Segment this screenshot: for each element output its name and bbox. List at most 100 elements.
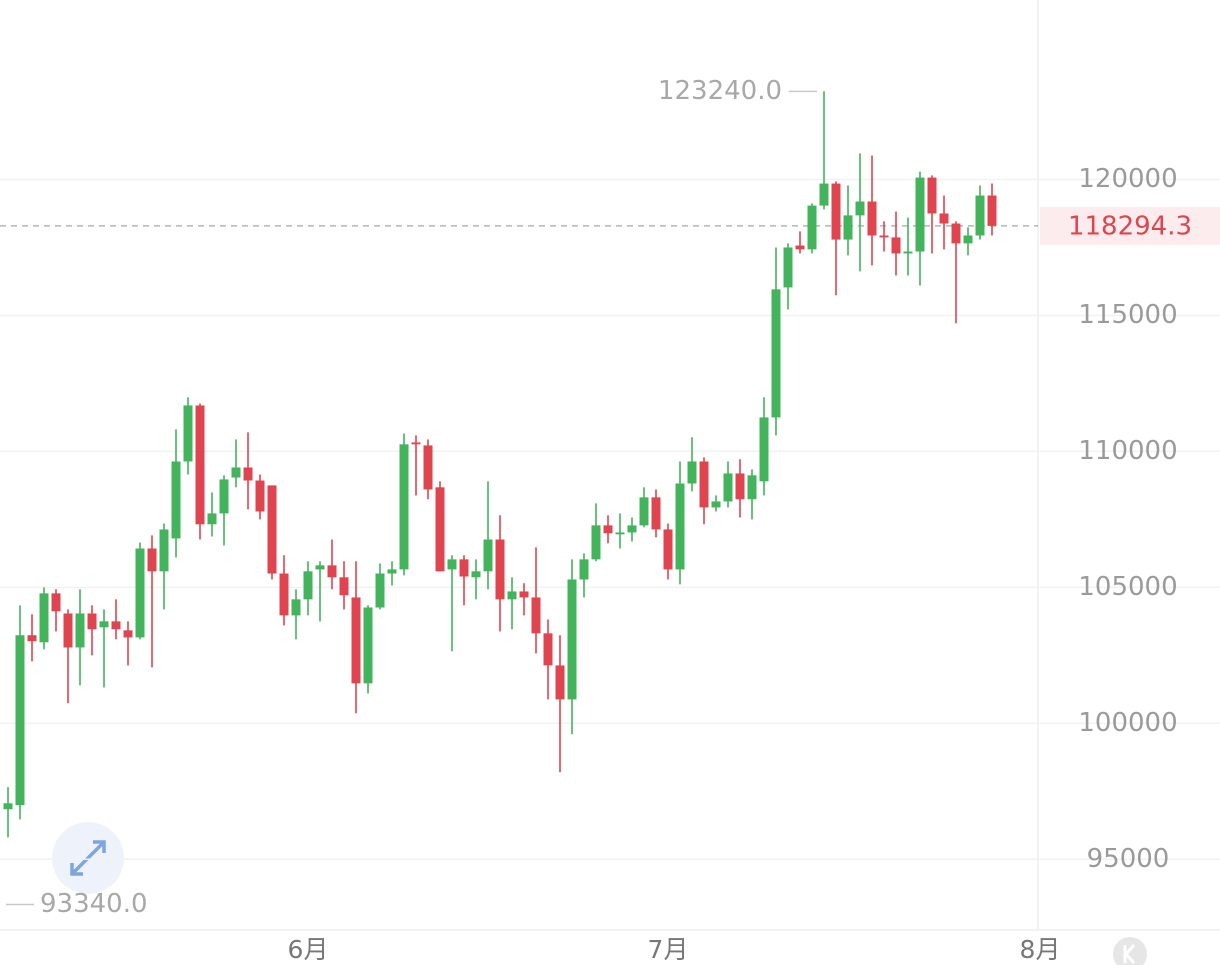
last-price-label: 118294.3 [1068, 211, 1192, 241]
candle-body [891, 237, 901, 254]
y-tick-label: 120000 [1078, 164, 1177, 194]
x-tick-label: 6月 [288, 935, 329, 964]
candle-body [627, 525, 637, 533]
candle-body [651, 497, 661, 530]
candle-body [399, 444, 409, 570]
candle-body [639, 497, 649, 526]
expand-button[interactable] [52, 822, 124, 894]
candle-body [699, 461, 709, 508]
candle-body [975, 195, 985, 236]
expand-icon [70, 840, 106, 876]
candle-body [243, 467, 253, 481]
candle-body [831, 183, 841, 240]
candle-body [291, 599, 301, 616]
x-tick-label: 7月 [648, 935, 689, 964]
candle-body [663, 529, 673, 570]
candle-body [231, 467, 241, 478]
candle-body [99, 621, 109, 628]
candle-body [531, 597, 541, 634]
candle-body [711, 501, 721, 508]
y-tick-label: 115000 [1078, 300, 1177, 330]
candle-body [903, 251, 913, 254]
candle-body [495, 539, 505, 600]
candle-body [3, 803, 13, 810]
candle-body [195, 405, 205, 525]
candle-body [351, 597, 361, 684]
candle-body [795, 245, 805, 250]
candle-body [363, 607, 373, 684]
candle-body [51, 593, 61, 612]
candle-body [219, 479, 229, 514]
candle-body [675, 483, 685, 570]
candle-body [75, 613, 85, 648]
candle-body [423, 445, 433, 490]
k-button[interactable] [1113, 937, 1147, 965]
candle-body [735, 473, 745, 500]
candle-body [747, 475, 757, 500]
y-tick-label: 100000 [1078, 708, 1177, 738]
candle-body [555, 665, 565, 700]
candle-body [939, 213, 949, 224]
candle-body [123, 630, 133, 638]
min-label: 93340.0 [40, 889, 148, 919]
candle-body [519, 591, 529, 598]
candle-body [279, 573, 289, 616]
max-label: 123240.0 [658, 76, 782, 106]
candle-body [615, 532, 625, 535]
candle-body [855, 201, 865, 216]
candle-body [723, 473, 733, 502]
candle-body [339, 577, 349, 596]
candle-body [483, 539, 493, 572]
candle-body [87, 613, 97, 630]
candle-body [963, 235, 973, 244]
candle-body [111, 621, 121, 630]
candle-body [411, 442, 421, 445]
candle-body [603, 525, 613, 534]
candle-body [543, 633, 553, 666]
candle-body [927, 177, 937, 214]
candle-body [459, 559, 469, 577]
candle-body [159, 529, 169, 572]
candle-body [591, 525, 601, 560]
k-icon [1123, 944, 1136, 964]
x-tick-label: 8月 [1020, 935, 1061, 964]
candle-body [867, 201, 877, 236]
candle-body [135, 548, 145, 638]
candle-body [507, 591, 517, 600]
candle-body [435, 487, 445, 572]
y-tick-label: 95000 [1087, 844, 1170, 874]
candle-body [951, 223, 961, 244]
candle-body [183, 405, 193, 462]
candle-body [843, 215, 853, 240]
candle-body [39, 593, 49, 643]
candle-body [879, 235, 889, 238]
candle-body [567, 579, 577, 700]
candle-body [207, 513, 217, 525]
candle-body [327, 565, 337, 578]
candle-body [27, 635, 37, 642]
candle-body [471, 571, 481, 578]
candle-body [315, 565, 325, 570]
candle-body [171, 461, 181, 539]
candle-body [771, 289, 781, 418]
candle-body [579, 559, 589, 580]
candle-body [987, 195, 997, 226]
candle-body [447, 559, 457, 570]
candle-body [255, 480, 265, 512]
candle-body [759, 417, 769, 482]
candle-body [267, 485, 277, 574]
candle-body [687, 461, 697, 484]
candle-body [783, 247, 793, 288]
last-price-box [1040, 206, 1220, 245]
candle-body [807, 205, 817, 250]
candle-body [819, 183, 829, 206]
candle-body [303, 571, 313, 600]
candle-body [15, 635, 25, 806]
candle-body [63, 613, 73, 648]
candle-body [387, 569, 397, 574]
candle-body [915, 177, 925, 252]
candle-body [147, 548, 157, 572]
y-tick-label: 105000 [1078, 572, 1177, 602]
